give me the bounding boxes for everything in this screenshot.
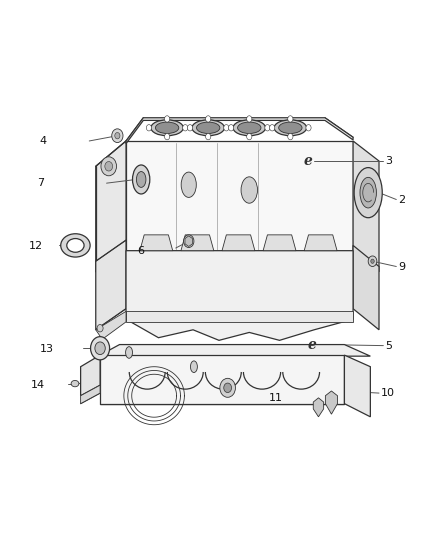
Circle shape (115, 133, 120, 139)
Polygon shape (100, 355, 344, 403)
Polygon shape (140, 235, 173, 251)
Ellipse shape (233, 120, 265, 136)
Polygon shape (353, 141, 379, 272)
Polygon shape (126, 118, 353, 143)
Circle shape (288, 116, 293, 122)
Polygon shape (96, 311, 126, 340)
Polygon shape (353, 245, 379, 330)
Ellipse shape (354, 167, 382, 217)
Circle shape (112, 129, 123, 142)
Ellipse shape (151, 120, 184, 136)
Text: 6: 6 (137, 246, 144, 256)
Circle shape (205, 133, 211, 140)
Polygon shape (304, 235, 337, 251)
Ellipse shape (360, 177, 376, 208)
Text: 14: 14 (31, 379, 45, 390)
Circle shape (306, 125, 311, 131)
Circle shape (183, 125, 188, 131)
Ellipse shape (126, 346, 133, 358)
Circle shape (95, 342, 105, 354)
Polygon shape (81, 355, 100, 395)
Circle shape (205, 116, 211, 122)
Ellipse shape (136, 172, 146, 188)
Text: 12: 12 (29, 241, 43, 252)
Polygon shape (222, 235, 255, 251)
Polygon shape (181, 235, 214, 251)
Text: 7: 7 (37, 178, 45, 188)
Circle shape (288, 133, 293, 140)
Circle shape (270, 125, 275, 131)
Ellipse shape (241, 177, 258, 203)
Polygon shape (344, 355, 371, 417)
Circle shape (265, 125, 270, 131)
Text: 3: 3 (385, 156, 392, 166)
Text: 11: 11 (269, 393, 283, 403)
Circle shape (247, 133, 252, 140)
Circle shape (224, 125, 229, 131)
Ellipse shape (279, 122, 302, 133)
Polygon shape (96, 240, 126, 330)
Text: 9: 9 (399, 262, 406, 271)
Polygon shape (81, 385, 100, 403)
Polygon shape (185, 236, 192, 246)
Circle shape (165, 116, 170, 122)
Polygon shape (126, 311, 353, 322)
Circle shape (91, 337, 110, 360)
Text: e: e (304, 154, 312, 168)
Polygon shape (126, 251, 353, 341)
Circle shape (220, 378, 236, 397)
Ellipse shape (67, 239, 84, 252)
Ellipse shape (191, 361, 198, 373)
Circle shape (229, 125, 234, 131)
Circle shape (165, 133, 170, 140)
Circle shape (368, 256, 377, 266)
Text: 10: 10 (381, 388, 395, 398)
Ellipse shape (274, 120, 307, 136)
Text: 2: 2 (399, 195, 406, 205)
Ellipse shape (155, 122, 179, 133)
Polygon shape (263, 235, 296, 251)
Text: 5: 5 (385, 341, 392, 351)
Text: 4: 4 (39, 136, 47, 146)
Ellipse shape (192, 120, 224, 136)
Circle shape (101, 157, 117, 176)
Circle shape (184, 235, 194, 247)
Circle shape (97, 325, 103, 332)
Ellipse shape (237, 122, 261, 133)
Circle shape (224, 383, 232, 393)
Circle shape (371, 259, 374, 263)
Text: 13: 13 (39, 344, 53, 354)
Polygon shape (96, 141, 126, 272)
Circle shape (187, 125, 193, 131)
Circle shape (247, 116, 252, 122)
Ellipse shape (71, 381, 79, 387)
Circle shape (105, 161, 113, 171)
Text: e: e (307, 337, 317, 352)
Ellipse shape (181, 172, 196, 197)
Ellipse shape (133, 165, 150, 194)
Ellipse shape (61, 234, 90, 257)
Polygon shape (126, 141, 353, 251)
Polygon shape (100, 344, 371, 356)
Polygon shape (313, 398, 324, 417)
Polygon shape (325, 391, 338, 414)
Ellipse shape (197, 122, 220, 133)
Circle shape (146, 125, 152, 131)
